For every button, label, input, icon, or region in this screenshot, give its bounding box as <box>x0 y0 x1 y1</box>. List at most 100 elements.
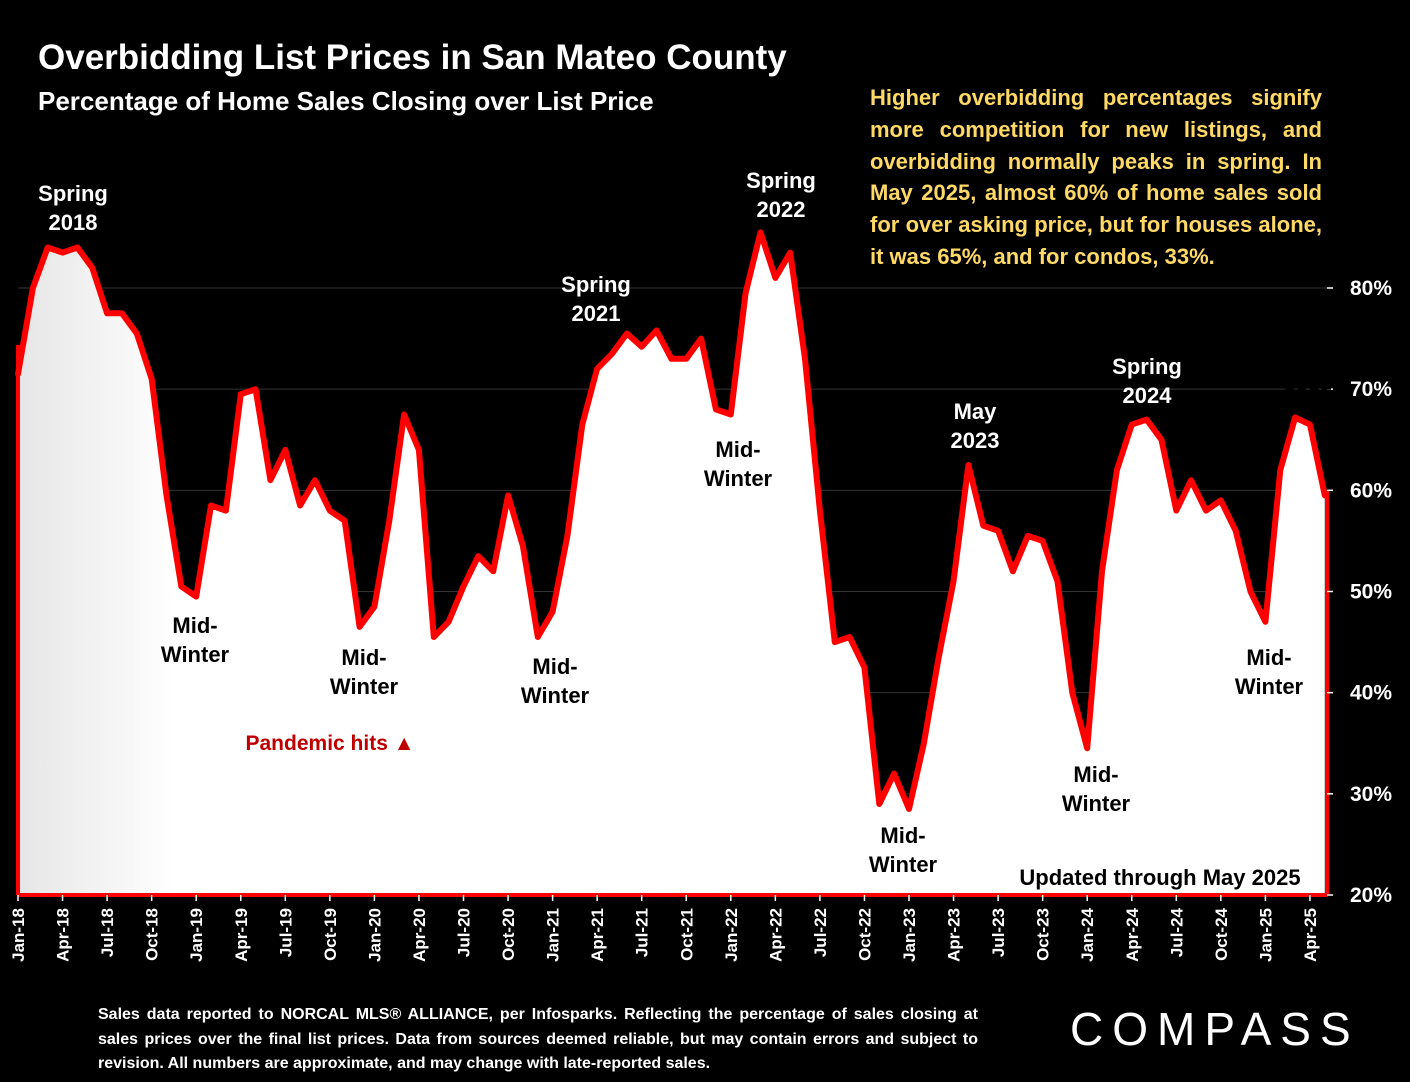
data-point <box>387 519 391 523</box>
data-point <box>803 357 807 361</box>
x-tick-label: Apr-23 <box>945 908 964 962</box>
chart-annotation: Mid-Winter <box>869 823 938 877</box>
data-point <box>1100 569 1104 573</box>
data-point <box>1234 529 1238 533</box>
data-point <box>447 620 451 624</box>
x-tick-label: Jul-24 <box>1167 907 1186 957</box>
data-point <box>1159 438 1163 442</box>
x-tick-label: Jan-24 <box>1078 907 1097 961</box>
data-point <box>640 345 644 349</box>
data-point <box>1085 746 1089 750</box>
chart-annotation: Mid-Winter <box>704 437 773 491</box>
data-point <box>996 529 1000 533</box>
y-tick-label: 70% <box>1350 378 1392 401</box>
data-point <box>966 463 970 467</box>
data-point <box>179 584 183 588</box>
data-point <box>1056 579 1060 583</box>
data-point <box>714 407 718 411</box>
data-point <box>402 412 406 416</box>
x-tick-label: Apr-24 <box>1123 907 1142 961</box>
data-point <box>788 251 792 255</box>
data-point <box>551 610 555 614</box>
data-point <box>105 311 109 315</box>
x-tick-label: Jan-20 <box>365 908 384 962</box>
data-point <box>536 635 540 639</box>
y-tick-label: 40% <box>1350 682 1392 705</box>
data-point <box>283 448 287 452</box>
x-tick-label: Apr-22 <box>766 908 785 962</box>
x-tick-label: Jul-21 <box>633 908 652 957</box>
data-point <box>1041 539 1045 543</box>
x-tick-label: Oct-18 <box>143 908 162 961</box>
chart-annotation: May 2023 <box>951 399 1000 453</box>
data-point <box>1249 590 1253 594</box>
x-tick-label: Jan-23 <box>900 908 919 962</box>
data-point <box>1070 691 1074 695</box>
data-point <box>669 357 673 361</box>
compass-logo: COMPASS <box>1070 1003 1360 1055</box>
data-point <box>372 605 376 609</box>
x-tick-label: Oct-20 <box>499 908 518 961</box>
data-point <box>194 595 198 599</box>
data-point <box>75 246 79 250</box>
x-tick-label: Jan-19 <box>187 908 206 962</box>
data-point <box>580 423 584 427</box>
data-point <box>981 524 985 528</box>
data-point <box>491 569 495 573</box>
data-point <box>417 448 421 452</box>
data-point <box>922 741 926 745</box>
x-tick-label: Apr-20 <box>410 908 429 962</box>
explanation-note: Higher overbidding percentages signify m… <box>870 85 1322 269</box>
chart-annotation: Spring 2019 <box>222 321 292 375</box>
data-point <box>595 367 599 371</box>
data-point <box>298 504 302 508</box>
data-point <box>254 387 258 391</box>
data-point <box>1308 423 1312 427</box>
data-point <box>610 352 614 356</box>
data-point <box>625 332 629 336</box>
data-point <box>1293 415 1297 419</box>
data-point <box>907 807 911 811</box>
chart-annotation: Spring 2018 <box>38 181 108 235</box>
chart-annotation: More overbidding ▲ <box>336 350 548 375</box>
x-tick-label: Oct-21 <box>677 908 696 961</box>
data-point <box>209 504 213 508</box>
chart-annotation: Mid-Winter <box>161 613 230 667</box>
chart-annotation: Spring 2022 <box>746 168 816 222</box>
chart-annotation: Sales in 1 month mostly reflect market dy… <box>218 154 645 242</box>
data-point <box>877 802 881 806</box>
data-point <box>892 772 896 776</box>
data-point <box>759 230 763 234</box>
data-point <box>268 478 272 482</box>
data-point <box>1026 534 1030 538</box>
data-point <box>937 655 941 659</box>
y-tick-label: 30% <box>1350 783 1392 806</box>
chart-annotation: Spring 2024 <box>1112 354 1182 408</box>
x-tick-label: Jul-23 <box>989 908 1008 957</box>
data-point <box>952 579 956 583</box>
x-tick-label: Jul-20 <box>455 908 474 957</box>
y-tick-label: 60% <box>1350 479 1392 502</box>
x-tick-label: Oct-22 <box>855 908 874 961</box>
data-point <box>150 377 154 381</box>
x-axis-ticks: Jan-18 Apr-18 Jul-18 Oct-18 Jan-19 Apr-19 Jul-… <box>9 895 1320 962</box>
data-point <box>61 251 65 255</box>
x-tick-label: Jul-18 <box>98 908 117 957</box>
chart-annotation: Pandemic hits ▲ <box>246 732 415 755</box>
x-tick-label: Jan-22 <box>722 908 741 962</box>
chart-annotations: Spring 2018 Spring 2019 Mid-Winter Mid-Winter… <box>38 154 1343 890</box>
chart-title: Overbidding List Prices in San Mateo Cou… <box>38 38 787 77</box>
data-point <box>1219 498 1223 502</box>
data-point <box>1263 620 1267 624</box>
chart-annotation: Mid-Winter <box>521 654 590 708</box>
data-point <box>506 493 510 497</box>
y-tick-label: 50% <box>1350 581 1392 604</box>
chart-annotation: Mid-Winter <box>330 645 399 699</box>
data-point <box>773 276 777 280</box>
data-point <box>313 478 317 482</box>
source-footnote: Sales data reported to NORCAL MLS® ALLIA… <box>98 1006 978 1072</box>
data-point <box>165 493 169 497</box>
chart-subtitle: Percentage of Home Sales Closing over Li… <box>38 86 654 116</box>
data-point <box>1204 509 1208 513</box>
